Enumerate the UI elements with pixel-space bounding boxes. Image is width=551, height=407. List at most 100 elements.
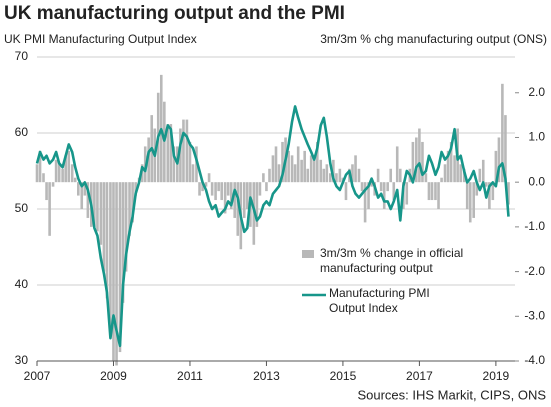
bar [109, 182, 112, 326]
bar [332, 159, 335, 183]
bar [309, 155, 313, 183]
bar [226, 182, 230, 196]
y-tick-label: 60 [15, 125, 29, 139]
bar [73, 177, 77, 183]
bar [360, 182, 364, 192]
bar [182, 119, 185, 183]
bar [370, 182, 373, 187]
y2-axis-label: 3m/3m % chg manufacturing output (ONS) [320, 32, 547, 46]
bar [198, 182, 201, 196]
bar [51, 182, 55, 187]
bar [220, 182, 223, 201]
bar [67, 150, 71, 183]
bar [93, 182, 96, 227]
bar [488, 182, 491, 209]
y2-tick-label: 0.0 [528, 174, 545, 188]
lines [35, 105, 510, 348]
bar [246, 182, 249, 209]
bar [214, 182, 217, 201]
legend-swatch [302, 250, 314, 258]
bar [277, 164, 281, 183]
line [35, 105, 510, 348]
y2-tick-label: -4.0 [524, 353, 545, 367]
bar [300, 159, 303, 183]
bar [265, 182, 268, 192]
bar [121, 182, 125, 303]
legend-entry: Manufacturing PMI Output Index [329, 286, 430, 315]
bar [76, 182, 80, 196]
bar [191, 164, 195, 183]
y-axis-label: UK PMI Manufacturing Output Index [4, 32, 197, 46]
bar [344, 182, 348, 201]
bar [325, 164, 329, 183]
bar [185, 119, 189, 183]
bar [421, 141, 424, 183]
y-tick-label: 50 [15, 201, 29, 215]
bar [389, 168, 393, 183]
bar [382, 182, 386, 209]
bar [472, 182, 476, 218]
bar [96, 182, 99, 232]
bar [115, 182, 118, 366]
bar [351, 164, 354, 183]
bar [274, 146, 278, 183]
x-tick-label: 2011 [177, 369, 203, 383]
bar [437, 182, 440, 209]
bar [504, 115, 507, 183]
bar [118, 182, 122, 353]
bar [443, 164, 447, 183]
bar [398, 168, 402, 183]
bar [434, 182, 437, 201]
bar [315, 141, 319, 183]
y2-tick-label: -1.0 [524, 219, 545, 233]
bar [204, 182, 208, 187]
bar [233, 182, 237, 218]
bar [329, 173, 332, 183]
bar [507, 182, 510, 205]
bar [446, 150, 450, 183]
bar [312, 159, 316, 183]
bar [61, 168, 64, 183]
x-tick-label: 2015 [330, 369, 357, 383]
legend-label: Manufacturing PMI Output Index [329, 286, 430, 315]
bar [262, 173, 265, 183]
bar [497, 137, 501, 183]
bar [306, 168, 310, 183]
bar [83, 182, 87, 196]
bar [179, 128, 182, 183]
bar [268, 168, 271, 183]
bar [99, 182, 103, 245]
x-tick-label: 2013 [253, 369, 280, 383]
bar [376, 168, 380, 183]
bar [271, 155, 275, 183]
bar [485, 182, 488, 187]
bar [54, 159, 58, 183]
bar [86, 182, 90, 218]
bar [131, 182, 134, 223]
bar [236, 182, 240, 236]
bar [379, 182, 383, 192]
bar [465, 182, 469, 209]
bar [459, 164, 462, 183]
bar [45, 182, 48, 201]
bar [217, 182, 220, 192]
bar [207, 173, 211, 183]
bar [319, 159, 323, 183]
bar [453, 155, 456, 183]
bar [405, 182, 409, 205]
bar [491, 182, 495, 201]
bar [70, 164, 74, 183]
bar [169, 124, 173, 183]
bar [363, 182, 367, 223]
y2-tick-label: 2.0 [528, 85, 545, 99]
y2-tick-label: -3.0 [524, 308, 545, 322]
bar [481, 159, 485, 183]
x-tick-label: 2007 [24, 369, 51, 383]
bar [128, 182, 131, 236]
bar [172, 146, 176, 183]
bar [258, 182, 262, 196]
bars [35, 74, 510, 366]
bar [354, 155, 357, 183]
bar [367, 182, 370, 209]
x-tick-label: 2019 [483, 369, 510, 383]
